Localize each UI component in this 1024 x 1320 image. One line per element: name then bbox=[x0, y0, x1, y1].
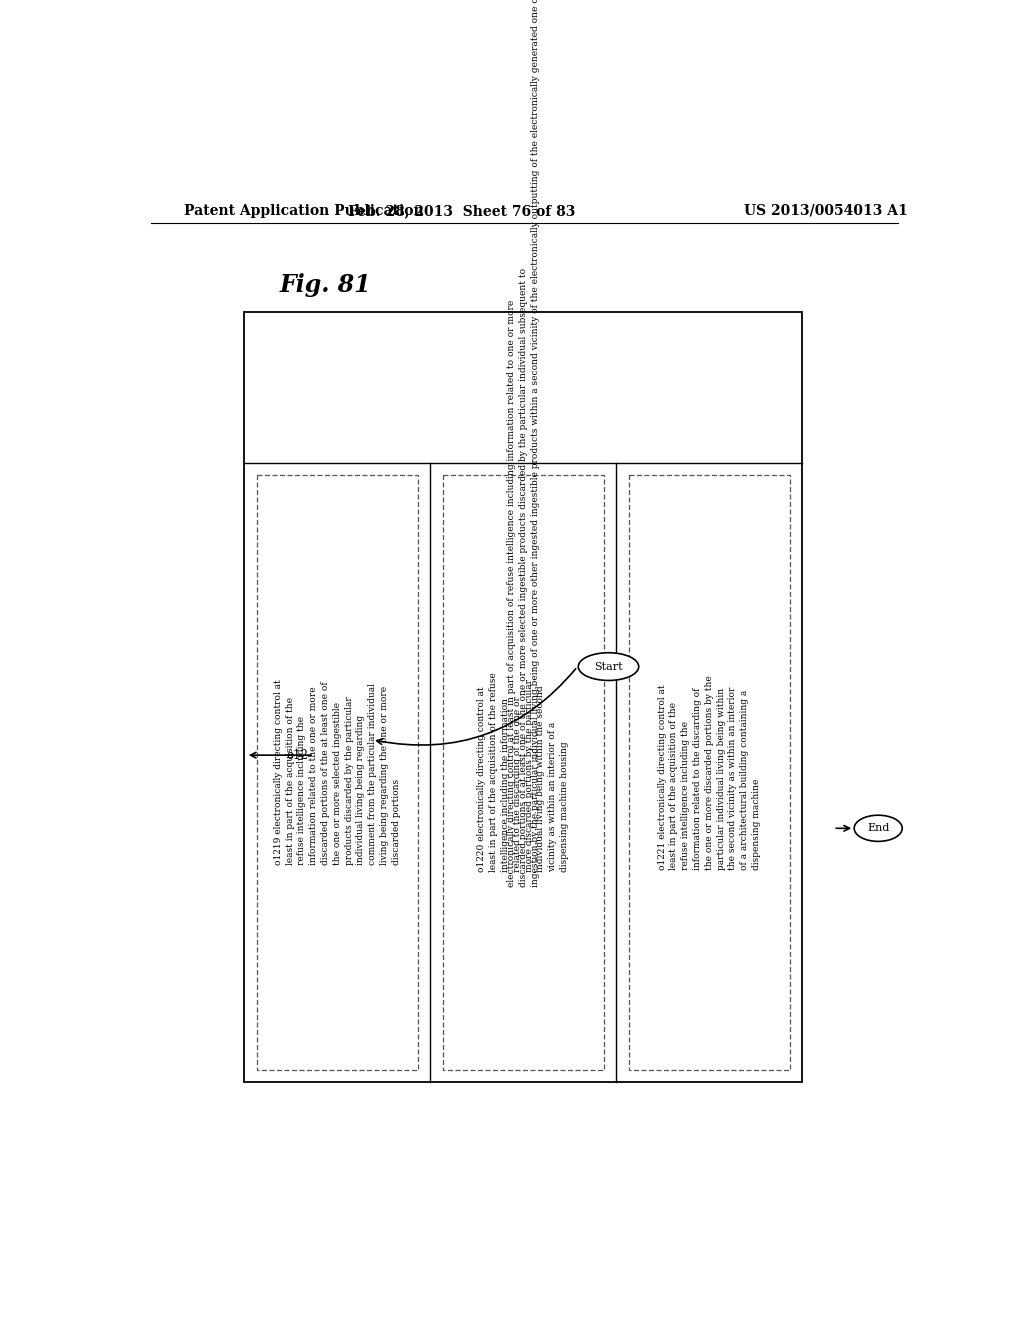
Text: o1220 electronically directing control at
least in part of the acquisition of th: o1220 electronically directing control a… bbox=[477, 673, 569, 873]
Ellipse shape bbox=[854, 816, 902, 841]
Text: US 2013/0054013 A1: US 2013/0054013 A1 bbox=[743, 203, 907, 218]
Text: Feb. 28, 2013  Sheet 76 of 83: Feb. 28, 2013 Sheet 76 of 83 bbox=[347, 203, 574, 218]
Text: o12: o12 bbox=[286, 748, 308, 762]
Text: o1221 electronically directing control at
least in part of the acquisition of th: o1221 electronically directing control a… bbox=[657, 675, 761, 870]
Bar bbox=[442, 475, 604, 1071]
Ellipse shape bbox=[579, 653, 639, 681]
Text: End: End bbox=[867, 824, 890, 833]
Text: electronically directing control at least in part of acquisition of refuse intel: electronically directing control at leas… bbox=[507, 0, 540, 887]
Text: Fig. 81: Fig. 81 bbox=[280, 273, 371, 297]
Text: Patent Application Publication: Patent Application Publication bbox=[183, 203, 424, 218]
Text: Start: Start bbox=[594, 661, 623, 672]
Bar bbox=[245, 313, 802, 1082]
Bar bbox=[629, 475, 790, 1071]
Text: o1219 electronically directing control at
least in part of the acquisition of th: o1219 electronically directing control a… bbox=[273, 680, 400, 866]
Bar bbox=[257, 475, 418, 1071]
